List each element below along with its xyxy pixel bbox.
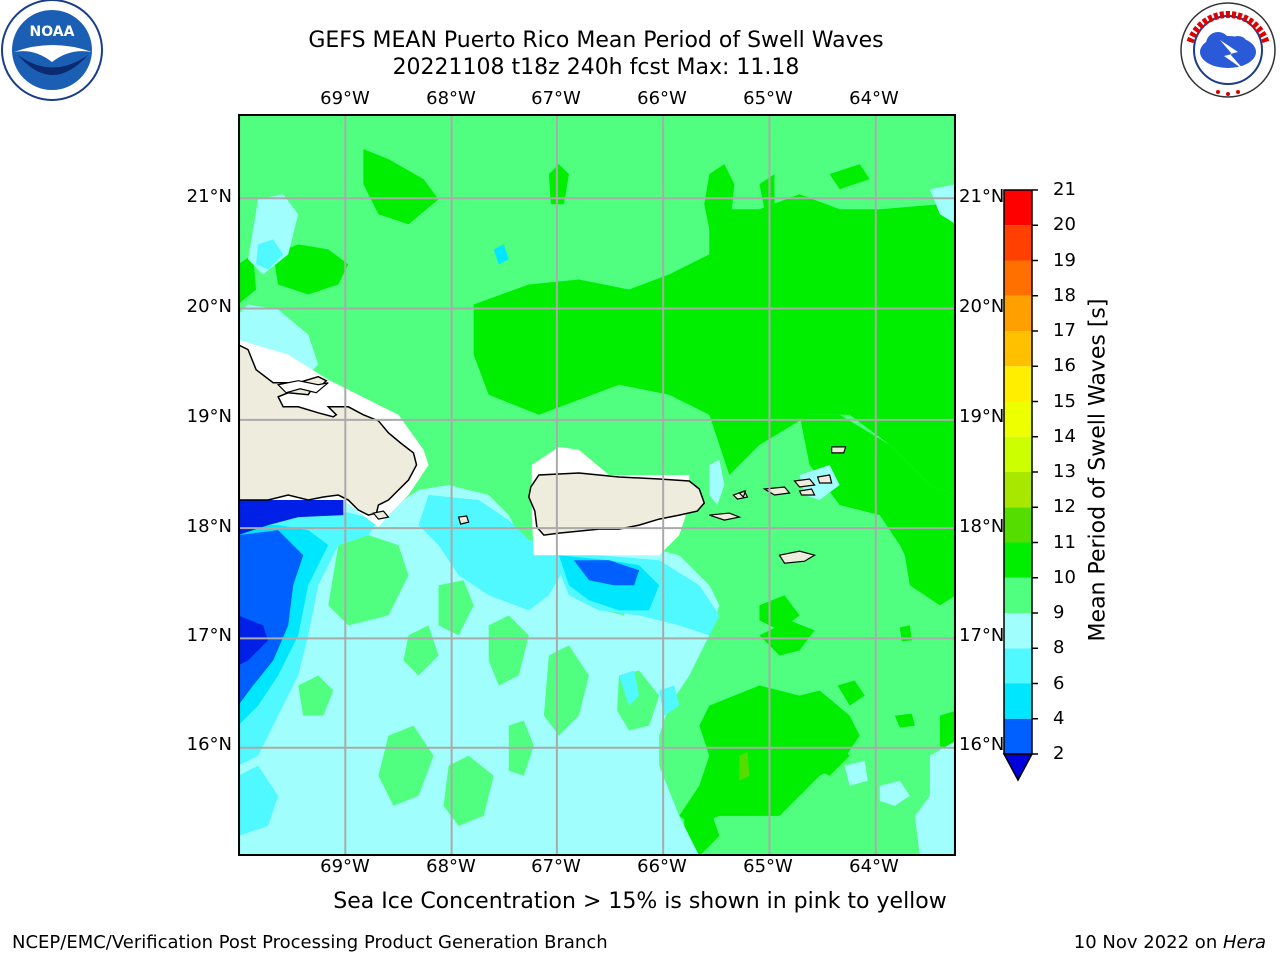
colorbar-tick-label: 18	[1053, 284, 1076, 306]
colorbar-tick-label: 8	[1053, 637, 1065, 659]
lat-label-right: 19°N	[959, 406, 1005, 427]
colorbar-tick-label: 21	[1053, 179, 1076, 200]
lat-label-left: 19°N	[186, 406, 232, 427]
lat-label-right: 17°N	[959, 625, 1005, 646]
colorbar-tick-label: 20	[1053, 214, 1076, 236]
colorbar-extend-min	[1002, 753, 1034, 782]
lon-label-top: 69°W	[320, 88, 370, 109]
contour-2-4	[238, 530, 640, 706]
footer-machine: Hera	[1222, 932, 1266, 953]
colorbar-tick-label: 6	[1053, 672, 1065, 694]
colorbar-title: Mean Period of Swell Waves [s]	[1085, 298, 1111, 642]
lon-label-top: 66°W	[637, 88, 687, 109]
footer-credit: NCEP/EMC/Verification Post Processing Pr…	[12, 932, 608, 953]
colorbar-bin	[1004, 683, 1032, 719]
colorbar-tick-label: 17	[1053, 320, 1076, 341]
colorbar-bin	[1004, 366, 1032, 402]
lon-label-bottom: 69°W	[320, 856, 370, 877]
lon-label-bottom: 66°W	[637, 856, 687, 877]
colorbar-bin	[1004, 295, 1032, 331]
chart-subtitle: 20221108 t18z 240h fcst Max: 11.18	[392, 55, 800, 80]
lat-label-right: 16°N	[959, 734, 1005, 755]
colorbar-bin	[1004, 190, 1032, 226]
colorbar-tick-label: 16	[1053, 355, 1076, 377]
lon-label-bottom: 67°W	[531, 856, 581, 877]
lat-label-left: 18°N	[186, 516, 232, 537]
colorbar-tick-label: 13	[1053, 461, 1076, 482]
colorbar-bin	[1004, 648, 1032, 684]
contour-10-11	[238, 149, 956, 856]
swell-period-map	[238, 114, 956, 856]
map-grid	[238, 114, 956, 856]
colorbar-bin	[1004, 331, 1032, 367]
colorbar-bin	[1004, 718, 1032, 754]
lat-label-left: 16°N	[186, 734, 232, 755]
colorbar-tick-label: 12	[1053, 496, 1076, 518]
colorbar-bin	[1004, 225, 1032, 261]
lat-label-right: 18°N	[959, 516, 1005, 537]
lon-label-top: 68°W	[426, 88, 476, 109]
lon-label-top: 65°W	[743, 88, 793, 109]
colorbar-tick-label: 9	[1053, 602, 1065, 623]
virgin-islands	[709, 446, 847, 564]
lat-label-left: 20°N	[186, 296, 232, 317]
lon-label-bottom: 64°W	[849, 856, 899, 877]
lon-label-bottom: 68°W	[426, 856, 476, 877]
noaa-logo: NOAA	[1, 0, 103, 101]
colorbar-bin	[1004, 577, 1032, 613]
puerto-rico-land	[528, 472, 706, 536]
lat-label-left: 21°N	[186, 186, 232, 207]
lon-label-top: 67°W	[531, 88, 581, 109]
colorbar-bin	[1004, 401, 1032, 437]
colorbar-tick-label: 2	[1053, 743, 1065, 764]
colorbar-bin	[1004, 472, 1032, 508]
sea-ice-note: Sea Ice Concentration > 15% is shown in …	[333, 889, 947, 914]
nws-logo	[1180, 2, 1276, 98]
colorbar-bin	[1004, 260, 1032, 296]
footer-date-text: 10 Nov 2022 on	[1073, 932, 1223, 953]
colorbar-tick-label: 15	[1053, 390, 1076, 412]
lat-label-left: 17°N	[186, 625, 232, 646]
lon-label-top: 64°W	[849, 88, 899, 109]
colorbar-tick-label: 10	[1053, 566, 1076, 588]
colorbar-bin	[1004, 436, 1032, 472]
colorbar	[1002, 189, 1038, 782]
contour-11-12	[739, 751, 750, 781]
lat-label-right: 20°N	[959, 296, 1005, 317]
colorbar-bin	[1004, 542, 1032, 578]
colorbar-tick-label: 11	[1053, 531, 1076, 553]
footer-date: 10 Nov 2022 on Hera	[1074, 932, 1266, 953]
colorbar-tick-label: 19	[1053, 249, 1076, 271]
colorbar-bin	[1004, 613, 1032, 649]
svg-text:NOAA: NOAA	[30, 24, 75, 40]
chart-title: GEFS MEAN Puerto Rico Mean Period of Swe…	[308, 28, 884, 53]
lat-label-right: 21°N	[959, 186, 1005, 207]
colorbar-tick-label: 4	[1053, 707, 1065, 729]
colorbar-bin	[1004, 507, 1032, 543]
colorbar-tick-label: 14	[1053, 425, 1076, 447]
lon-label-bottom: 65°W	[743, 856, 793, 877]
